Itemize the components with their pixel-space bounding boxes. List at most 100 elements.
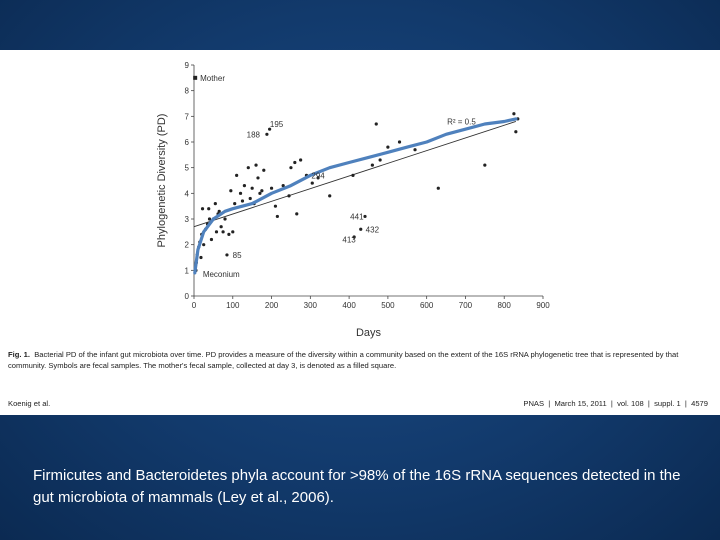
- data-point: [275, 214, 279, 219]
- data-point: [299, 158, 303, 162]
- data-point: [260, 189, 264, 193]
- annotation-label: R² = 0.5: [447, 117, 476, 126]
- data-point: [262, 168, 266, 172]
- data-point: [214, 230, 219, 234]
- data-point: [316, 176, 320, 180]
- data-point: [374, 122, 378, 126]
- fit-curve-layer: [193, 117, 518, 275]
- data-point: [258, 191, 262, 195]
- x-tick-label: 400: [342, 301, 356, 310]
- data-point: [310, 181, 314, 185]
- y-tick-label: 8: [185, 87, 190, 96]
- data-point: [207, 217, 212, 221]
- figure-caption: Fig. 1. Bacterial PD of the infant gut m…: [8, 349, 713, 371]
- data-point: [273, 204, 278, 208]
- annotation-label: 85: [233, 251, 242, 260]
- data-point: [248, 196, 252, 201]
- data-point: [265, 132, 269, 136]
- data-point: [397, 140, 402, 144]
- data-point: [219, 225, 223, 229]
- x-tick-label: 300: [304, 301, 318, 310]
- x-tick-label: 800: [498, 301, 512, 310]
- data-point: [359, 227, 363, 231]
- data-point: [386, 145, 390, 149]
- data-point: [269, 186, 274, 190]
- data-point: [231, 230, 235, 234]
- data-point: [200, 207, 205, 211]
- data-point: [293, 160, 297, 165]
- y-axis-title: Phylogenetic Diversity (PD): [156, 114, 168, 248]
- x-tick-label: 900: [536, 301, 550, 310]
- x-tick-label: 200: [265, 301, 279, 310]
- annotation-label: 188: [247, 130, 261, 139]
- y-tick-label: 6: [185, 138, 190, 147]
- y-tick-label: 0: [185, 292, 190, 301]
- trend-line-layer: [193, 121, 516, 228]
- y-tick-label: 9: [185, 61, 190, 70]
- data-point: [233, 202, 237, 206]
- x-tick-label: 700: [459, 301, 473, 310]
- data-point: [254, 163, 258, 167]
- trend-line: [193, 121, 516, 228]
- data-point: [256, 176, 260, 180]
- y-tick-label: 5: [185, 164, 190, 173]
- slide-body-text: Firmicutes and Bacteroidetes phyla accou…: [33, 467, 681, 506]
- data-point: [287, 194, 291, 198]
- data-point: [483, 163, 487, 167]
- data-point: [213, 202, 217, 206]
- data-point: [246, 166, 250, 170]
- data-point: [242, 184, 247, 188]
- data-point: [378, 158, 382, 162]
- data-point: [235, 173, 239, 177]
- data-point: [225, 253, 229, 257]
- figure-panel: 0 100 200 300 400 500 600 700 800 900 0 1 2 3 4 5 6 7 8 9 M…: [0, 50, 720, 415]
- fit-curve: [193, 117, 518, 275]
- caption-label: Fig. 1.: [8, 350, 30, 359]
- annotation-label: 195: [270, 120, 284, 129]
- chart-axes: 0 100 200 300 400 500 600 700 800 900 0 1 2 3 4 5 6 7 8 9: [185, 61, 551, 310]
- data-point: [202, 243, 206, 247]
- scatter-chart: 0 100 200 300 400 500 600 700 800 900 0 1 2 3 4 5 6 7 8 9 M…: [156, 61, 551, 339]
- x-axis-title: Days: [356, 327, 382, 339]
- data-point: [268, 127, 272, 131]
- data-point: [295, 212, 299, 216]
- x-tick-label: 0: [192, 301, 197, 310]
- y-tick-label: 1: [185, 266, 190, 275]
- data-point-square: [193, 75, 198, 80]
- annotation-label: Meconium: [203, 270, 240, 279]
- y-tick-label: 7: [185, 112, 190, 121]
- data-point: [514, 130, 518, 134]
- data-point: [223, 217, 227, 221]
- data-point: [363, 214, 367, 219]
- data-point: [351, 173, 355, 177]
- y-tick-label: 4: [185, 189, 190, 198]
- data-point: [227, 232, 231, 236]
- x-tick-label: 100: [226, 301, 240, 310]
- data-point: [199, 255, 203, 260]
- caption-text: Bacterial PD of the infant gut microbiot…: [8, 350, 679, 370]
- annotation-label: 432: [366, 225, 380, 234]
- y-tick-label: 2: [185, 241, 190, 250]
- data-point: [217, 209, 221, 213]
- data-point: [238, 191, 243, 195]
- x-tick-label: 600: [420, 301, 434, 310]
- data-point: [229, 189, 233, 193]
- data-point: [221, 230, 225, 234]
- annotation-label: Mother: [200, 74, 225, 83]
- annotation-label: 413: [342, 236, 356, 245]
- data-point: [413, 148, 417, 152]
- data-point: [370, 163, 374, 167]
- x-tick-label: 500: [381, 301, 395, 310]
- footer-authors: Koenig et al.: [8, 399, 51, 408]
- data-point: [512, 112, 516, 116]
- data-point: [209, 237, 214, 242]
- data-point: [207, 207, 211, 211]
- data-point: [281, 184, 285, 188]
- data-point: [240, 199, 245, 203]
- data-point: [436, 186, 440, 190]
- data-point: [289, 166, 293, 170]
- data-point: [250, 186, 254, 190]
- annotation-label: 441: [350, 212, 364, 221]
- annotation-label: 294: [311, 171, 325, 180]
